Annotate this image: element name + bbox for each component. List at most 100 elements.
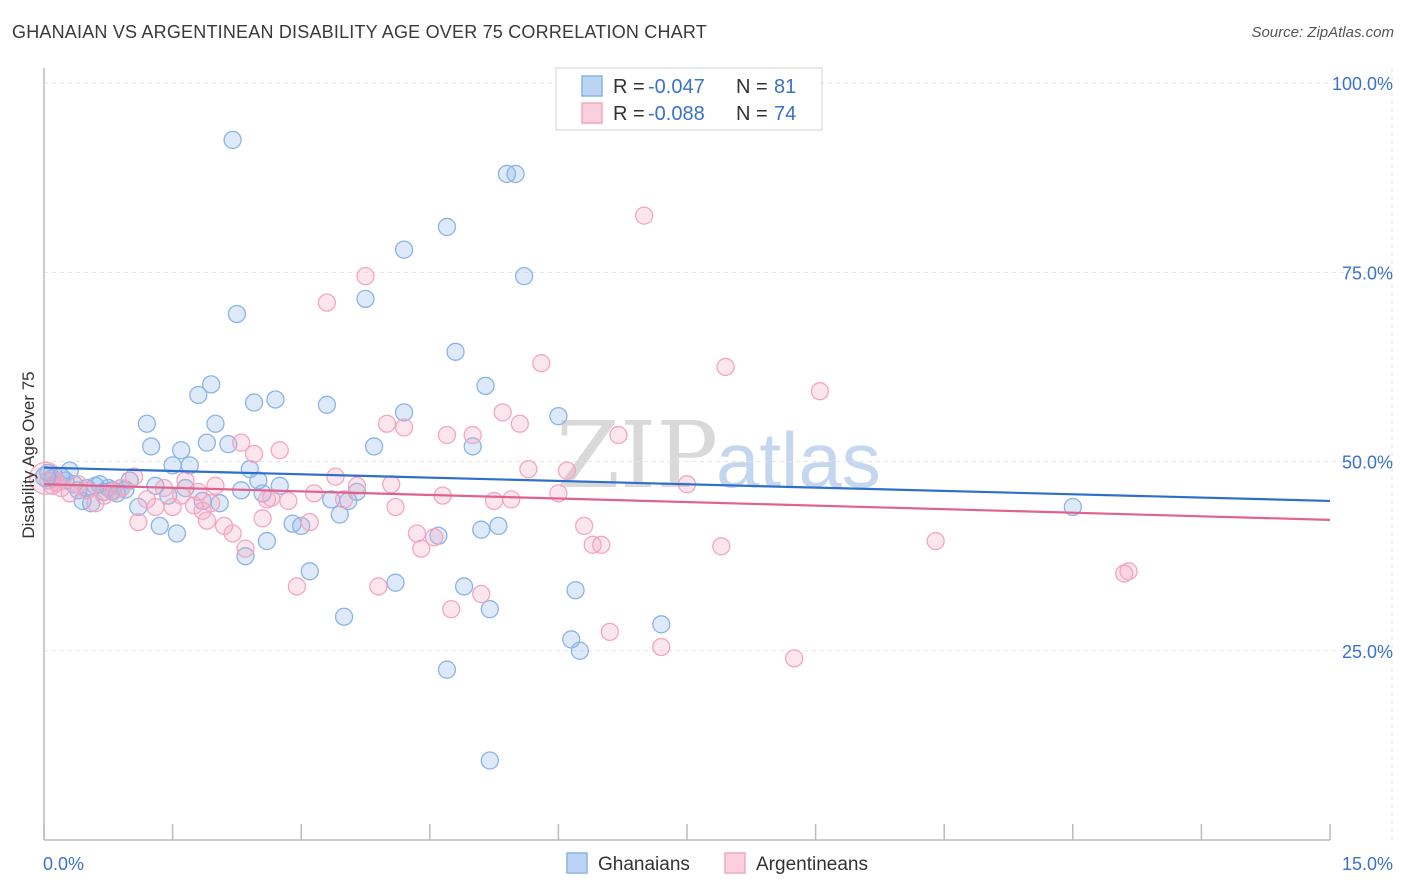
ghanaians-point	[142, 437, 161, 456]
ghanaians-point	[167, 524, 187, 543]
ghanaians-point	[223, 130, 242, 150]
legend-label-ghanaians: Ghanaians	[598, 854, 690, 875]
y-axis-title: Disability Age Over 75	[19, 371, 38, 538]
argentineans-point	[300, 512, 319, 532]
argentineans-point	[244, 444, 264, 464]
ghanaians-n-value: 81	[774, 76, 796, 98]
trend-lines	[43, 466, 1331, 521]
ghanaians-point	[489, 516, 508, 536]
argentineans-point	[810, 382, 830, 401]
argentineans-legend-swatch	[581, 102, 603, 124]
ghanaians-r-label: R =	[613, 76, 645, 98]
ghanaians-point	[549, 407, 568, 426]
ghanaians-point	[437, 217, 457, 237]
argentineans-point	[382, 475, 401, 494]
ghanaians-point	[197, 433, 217, 452]
x-tick-label: 0.0%	[43, 854, 84, 874]
argentineans-point	[206, 476, 225, 495]
ghanaians-point	[566, 581, 585, 600]
argentineans-point	[424, 528, 444, 547]
argentineans-point	[712, 537, 731, 556]
argentineans-point	[287, 577, 307, 596]
argentineans-point	[407, 524, 427, 543]
ghanaians-point	[266, 390, 285, 409]
argentineans-trend-line	[43, 483, 1331, 521]
argentineans-n-value: 74	[774, 103, 796, 125]
source-label: Source: ZipAtlas.com	[1251, 24, 1394, 41]
argentineans-point	[1119, 562, 1138, 581]
ghanaians-point	[1063, 497, 1082, 517]
argentineans-point	[716, 357, 735, 377]
grid	[44, 68, 1393, 840]
watermark-zip: ZIP	[556, 402, 718, 509]
axes	[43, 68, 1331, 841]
argentineans-point	[334, 490, 354, 509]
x-tick-label: 15.0%	[1342, 854, 1393, 874]
argentineans-point	[197, 511, 217, 530]
argentineans-point	[412, 539, 431, 558]
ghanaians-point	[317, 395, 337, 414]
argentineans-point	[279, 491, 298, 511]
argentineans-point	[377, 414, 397, 433]
ghanaians-point	[476, 376, 495, 396]
ghanaians-n-label: N =	[736, 76, 768, 98]
argentineans-n-label: N =	[736, 103, 768, 125]
argentineans-point	[557, 461, 577, 480]
argentineans-point	[472, 584, 491, 604]
ghanaians-point	[150, 516, 169, 536]
ghanaians-point	[257, 531, 277, 551]
ghanaians-point	[454, 577, 474, 596]
argentineans-point	[600, 622, 619, 642]
argentineans-point	[394, 418, 414, 437]
argentineans-point	[437, 425, 457, 445]
ghanaians-point	[236, 547, 255, 566]
argentineans-point	[484, 491, 504, 511]
ghanaians-point	[437, 660, 457, 679]
argentineans-point	[519, 459, 538, 479]
argentineans-point	[574, 516, 594, 536]
argentineans-point	[223, 524, 242, 543]
argentineans-point	[493, 403, 512, 422]
stats-legend: R = -0.047 N = 81 R = -0.088 N = 74	[555, 67, 823, 131]
argentineans-point	[785, 649, 804, 668]
ghanaians-point	[506, 164, 525, 184]
ghanaians-point	[60, 461, 79, 480]
ghanaians-point	[364, 437, 384, 456]
argentineans-point	[146, 497, 165, 517]
ghanaians-point	[394, 403, 414, 422]
y-tick-label: 75.0%	[1342, 263, 1393, 283]
ghanaians-point	[227, 304, 247, 324]
ghanaians-point	[652, 615, 671, 634]
argentineans-point	[304, 484, 324, 503]
argentineans-point	[926, 531, 945, 551]
legend-swatch-argentineans	[724, 852, 746, 874]
argentineans-point	[356, 266, 375, 286]
ghanaians-r-value: -0.047	[648, 76, 705, 98]
legend-swatch-ghanaians	[566, 852, 588, 874]
ghanaians-point	[189, 385, 208, 405]
argentineans-point	[202, 494, 221, 513]
ghanaians-point	[446, 342, 465, 361]
argentineans-point	[532, 354, 551, 373]
ghanaians-point	[202, 375, 221, 394]
argentineans-point	[609, 425, 628, 445]
argentineans-point	[253, 509, 272, 528]
ghanaians-point	[514, 266, 534, 286]
ghanaians-point	[334, 607, 354, 626]
argentineans-point	[347, 476, 367, 495]
argentineans-point	[129, 512, 148, 532]
chart-title: GHANAIAN VS ARGENTINEAN DISABILITY AGE O…	[12, 22, 707, 42]
series-legend: Ghanaians Argentineans	[566, 852, 868, 875]
ghanaians-point	[472, 520, 491, 539]
argentineans-point	[369, 577, 388, 596]
watermark: ZIP atlas	[556, 402, 881, 509]
ghanaians-point	[137, 414, 157, 433]
ghanaians-point	[206, 414, 225, 433]
y-tick-labels: 25.0% 50.0% 75.0% 100.0%	[1332, 74, 1393, 662]
argentineans-point	[270, 441, 289, 460]
argentineans-point	[634, 206, 654, 225]
argentineans-point	[463, 425, 482, 445]
argentineans-point	[262, 488, 281, 508]
y-tick-label: 50.0%	[1342, 453, 1393, 473]
